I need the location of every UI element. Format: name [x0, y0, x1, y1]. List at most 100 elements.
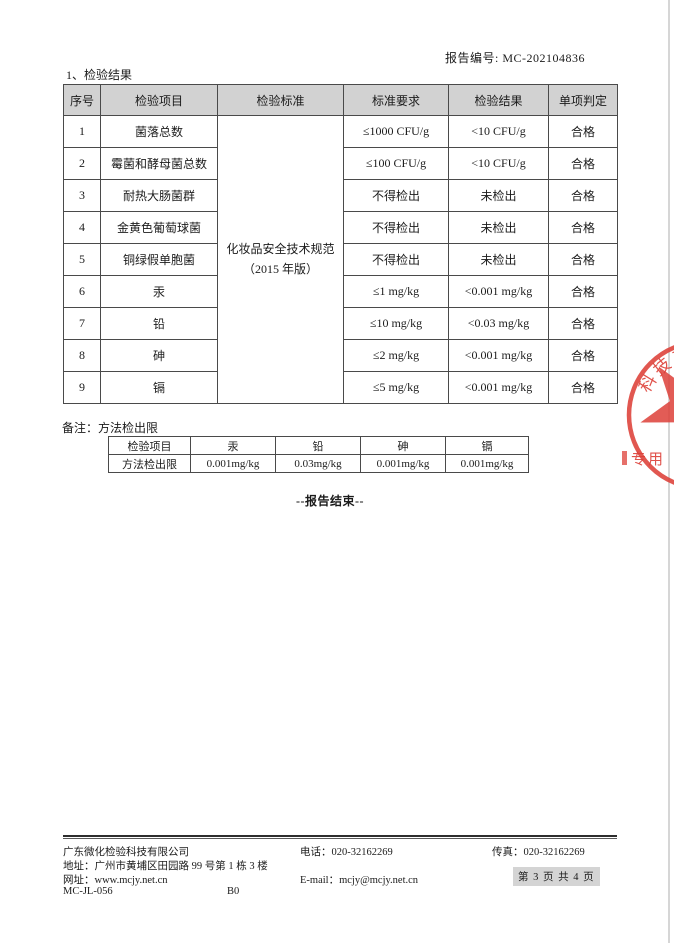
- cell-no: 8: [63, 339, 101, 372]
- cell-result: 未检出: [448, 211, 549, 244]
- page-edge-line: [668, 0, 670, 943]
- cell-item: 金黄色葡萄球菌: [100, 211, 218, 244]
- cell-requirement: ≤1 mg/kg: [343, 275, 449, 308]
- section-title: 1、检验结果: [66, 68, 133, 82]
- footer-fax: 传真：020-32162269: [492, 847, 585, 858]
- cell-requirement: 不得检出: [343, 211, 449, 244]
- header-item: 检验项目: [100, 84, 218, 116]
- table-row: 1 菌落总数 化妆品安全技术规范 （2015 年版） ≤1000 CFU/g <…: [63, 115, 618, 404]
- cell-item: 砷: [100, 339, 218, 372]
- table-row: 4 金黄色葡萄球菌 不得检出 未检出 合格: [63, 211, 618, 244]
- cell-judgment: 合格: [548, 211, 618, 244]
- cell-no: 5: [63, 243, 101, 276]
- cell-judgment: 合格: [548, 115, 618, 148]
- cell-item: 铅: [100, 307, 218, 340]
- cell-requirement: ≤2 mg/kg: [343, 339, 449, 372]
- cell-result: <0.001 mg/kg: [448, 371, 549, 404]
- footer-company: 广东微化检验科技有限公司: [63, 847, 189, 858]
- footer-address: 地址：广州市黄埔区田园路 99 号第 1 栋 3 楼: [63, 861, 268, 872]
- table-row: 2 霉菌和酵母菌总数 ≤100 CFU/g <10 CFU/g 合格: [63, 147, 618, 180]
- dl-value-lead: 0.03mg/kg: [275, 454, 361, 473]
- header-result: 检验结果: [448, 84, 549, 116]
- notes-label: 备注：方法检出限: [62, 421, 159, 435]
- dl-value-mercury: 0.001mg/kg: [190, 454, 276, 473]
- results-header-row: 序号 检验项目 检验标准 标准要求 检验结果 单项判定: [63, 84, 618, 116]
- footer-doc-code: MC-JL-056: [63, 886, 113, 897]
- stamp-clipped-glyph: [622, 451, 627, 465]
- page-number-badge: 第 3 页 共 4 页: [513, 867, 600, 886]
- footer-rule-thick: [63, 835, 617, 837]
- cell-item: 汞: [100, 275, 218, 308]
- cell-no: 9: [63, 371, 101, 404]
- footer-email: E-mail：mcjy@mcjy.net.cn: [300, 875, 419, 886]
- cell-judgment: 合格: [548, 307, 618, 340]
- red-seal-stamp: 科技有 专用: [622, 343, 674, 485]
- cell-judgment: 合格: [548, 371, 618, 404]
- cell-no: 6: [63, 275, 101, 308]
- cell-result: <0.001 mg/kg: [448, 339, 549, 372]
- cell-judgment: 合格: [548, 243, 618, 276]
- cell-requirement: ≤100 CFU/g: [343, 147, 449, 180]
- dl-header-item: 检验项目: [108, 436, 191, 455]
- cell-result: <10 CFU/g: [448, 115, 549, 148]
- detection-limit-table: 检验项目 汞 铅 砷 镉 方法检出限 0.001mg/kg 0.03mg/kg …: [108, 436, 529, 473]
- cell-result: <0.001 mg/kg: [448, 275, 549, 308]
- table-row: 6 汞 ≤1 mg/kg <0.001 mg/kg 合格: [63, 275, 618, 308]
- cell-requirement: ≤5 mg/kg: [343, 371, 449, 404]
- detection-limit-header-row: 检验项目 汞 铅 砷 镉: [108, 436, 529, 455]
- standard-line2: （2015 年版）: [242, 261, 318, 276]
- footer-version: B0: [227, 886, 240, 897]
- detection-limit-value-row: 方法检出限 0.001mg/kg 0.03mg/kg 0.001mg/kg 0.…: [108, 454, 529, 473]
- cell-result: <10 CFU/g: [448, 147, 549, 180]
- cell-result: 未检出: [448, 243, 549, 276]
- cell-no: 3: [63, 179, 101, 212]
- cell-result: <0.03 mg/kg: [448, 307, 549, 340]
- footer-rule-thin: [63, 838, 617, 839]
- cell-requirement: ≤10 mg/kg: [343, 307, 449, 340]
- dl-row-label: 方法检出限: [108, 454, 191, 473]
- cell-requirement: ≤1000 CFU/g: [343, 115, 449, 148]
- cell-judgment: 合格: [548, 275, 618, 308]
- footer-phone: 电话：020-32162269: [300, 847, 393, 858]
- report-number-label: 报告编号:: [445, 51, 499, 65]
- dl-value-arsenic: 0.001mg/kg: [360, 454, 446, 473]
- cell-item: 耐热大肠菌群: [100, 179, 218, 212]
- cell-no: 4: [63, 211, 101, 244]
- stamp-bottom-text: 专用: [631, 451, 665, 468]
- header-no: 序号: [63, 84, 101, 116]
- header-requirement: 标准要求: [343, 84, 449, 116]
- cell-judgment: 合格: [548, 339, 618, 372]
- cell-no: 1: [63, 115, 101, 148]
- cell-item: 铜绿假单胞菌: [100, 243, 218, 276]
- footer: 广东微化检验科技有限公司 电话：020-32162269 传真：020-3216…: [63, 835, 617, 897]
- dl-header-cadmium: 镉: [445, 436, 529, 455]
- cell-item: 镉: [100, 371, 218, 404]
- table-row: 3 耐热大肠菌群 不得检出 未检出 合格: [63, 179, 618, 212]
- table-row: 5 铜绿假单胞菌 不得检出 未检出 合格: [63, 243, 618, 276]
- footer-website: 网址：www.mcjy.net.cn: [63, 875, 168, 886]
- dl-value-cadmium: 0.001mg/kg: [445, 454, 529, 473]
- header-standard: 检验标准: [217, 84, 344, 116]
- cell-standard: 化妆品安全技术规范 （2015 年版）: [217, 115, 344, 404]
- cell-result: 未检出: [448, 179, 549, 212]
- report-number-value: MC-202104836: [502, 51, 586, 65]
- table-row: 7 铅 ≤10 mg/kg <0.03 mg/kg 合格: [63, 307, 618, 340]
- dl-header-lead: 铅: [275, 436, 361, 455]
- cell-no: 2: [63, 147, 101, 180]
- dl-header-mercury: 汞: [190, 436, 276, 455]
- results-table: 序号 检验项目 检验标准 标准要求 检验结果 单项判定 1 菌落总数 化妆品安全…: [63, 84, 618, 404]
- cell-no: 7: [63, 307, 101, 340]
- cell-judgment: 合格: [548, 179, 618, 212]
- dl-header-arsenic: 砷: [360, 436, 446, 455]
- cell-judgment: 合格: [548, 147, 618, 180]
- cell-requirement: 不得检出: [343, 179, 449, 212]
- cell-item: 霉菌和酵母菌总数: [100, 147, 218, 180]
- cell-requirement: 不得检出: [343, 243, 449, 276]
- standard-line1: 化妆品安全技术规范: [226, 242, 335, 257]
- cell-item: 菌落总数: [100, 115, 218, 148]
- header-judgment: 单项判定: [548, 84, 618, 116]
- report-number: 报告编号: MC-202104836: [445, 49, 585, 66]
- report-end-text: --报告结束--: [296, 494, 364, 508]
- table-row: 9 镉 ≤5 mg/kg <0.001 mg/kg 合格: [63, 371, 618, 404]
